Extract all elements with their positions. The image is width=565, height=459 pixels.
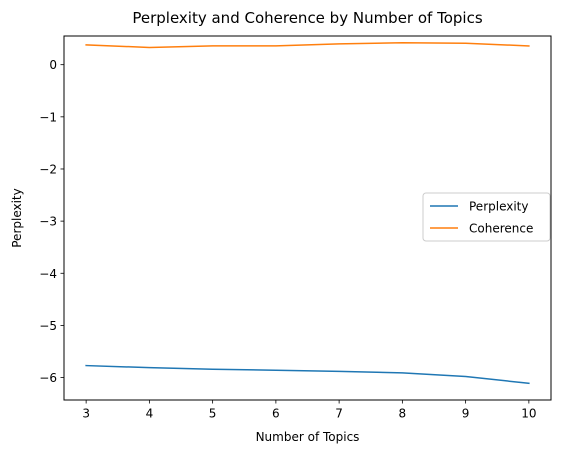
x-tick-label: 8: [399, 407, 407, 421]
y-tick-label: −2: [39, 162, 57, 176]
x-tick-label: 6: [272, 407, 280, 421]
x-axis-label: Number of Topics: [256, 430, 360, 444]
y-tick-label: −5: [39, 319, 57, 333]
x-tick-label: 10: [521, 407, 536, 421]
series-line-coherence: [85, 42, 530, 49]
series-line-perplexity: [85, 364, 530, 385]
legend-label-coherence: Coherence: [469, 222, 533, 236]
x-tick-label: 3: [82, 407, 90, 421]
y-tick-label: −4: [39, 267, 57, 281]
x-tick-label: 5: [209, 407, 217, 421]
x-tick-label: 7: [335, 407, 343, 421]
x-tick-label: 4: [146, 407, 154, 421]
y-tick-label: −1: [39, 110, 57, 124]
chart-title: Perplexity and Coherence by Number of To…: [132, 9, 482, 27]
y-tick-label: −3: [39, 215, 57, 229]
legend: Perplexity Coherence: [422, 192, 551, 242]
plot-frame: [63, 35, 552, 401]
y-axis-ticks: 0 −1 −2 −3 −4 −5 −6: [39, 58, 64, 385]
series-lines: [85, 42, 530, 385]
x-tick-label: 9: [462, 407, 470, 421]
legend-box: [422, 192, 551, 242]
y-tick-label: 0: [49, 58, 57, 72]
x-axis-ticks: 3 4 5 6 7 8 9 10: [82, 400, 537, 421]
legend-label-perplexity: Perplexity: [469, 200, 529, 214]
y-tick-label: −6: [39, 371, 57, 385]
y-axis-label: Perplexity: [10, 188, 24, 248]
